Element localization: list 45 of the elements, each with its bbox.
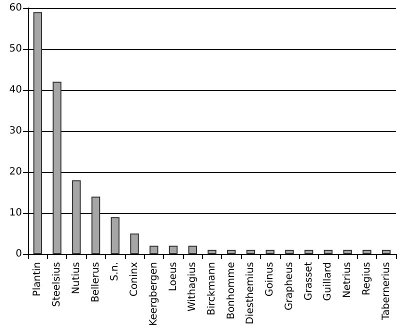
x-tick-label: Withagius bbox=[187, 262, 198, 312]
bar bbox=[227, 250, 236, 254]
y-tick-label: 10 bbox=[9, 208, 22, 218]
bar bbox=[168, 246, 178, 254]
x-tick-label: S.n. bbox=[110, 262, 121, 282]
y-tick-label: 40 bbox=[9, 84, 22, 96]
bar bbox=[266, 250, 274, 254]
bar bbox=[188, 246, 197, 254]
x-tick-label: Birckmann bbox=[206, 262, 218, 316]
x-tick-label: Regius bbox=[361, 262, 372, 296]
x-tick-label: Grasset bbox=[303, 262, 314, 300]
x-tick-label: Nutius bbox=[70, 262, 82, 294]
x-tick-label: Diesthemius bbox=[245, 262, 256, 324]
bar bbox=[150, 246, 158, 254]
bar bbox=[91, 196, 100, 254]
bar bbox=[362, 250, 372, 254]
x-tick-label: Steelsius bbox=[52, 262, 63, 307]
x-tick-label: Grapheus bbox=[284, 262, 295, 310]
bar bbox=[382, 250, 391, 254]
y-tick-label: 20 bbox=[9, 166, 22, 178]
y-tick-label: 30 bbox=[9, 126, 22, 136]
y-tick-label: 0 bbox=[16, 248, 22, 260]
x-tick-label: Netrius bbox=[342, 262, 354, 298]
bar bbox=[208, 250, 216, 254]
bar bbox=[33, 12, 42, 254]
x-tick-label: Goinus bbox=[264, 262, 276, 297]
x-tick-label: Coninx bbox=[129, 262, 140, 296]
y-tick-label: 60 bbox=[9, 2, 22, 14]
x-tick-label: Bonhomme bbox=[226, 262, 237, 320]
bar bbox=[52, 82, 62, 254]
x-tick-label: Bellerus bbox=[90, 262, 102, 302]
x-tick-label: Keergbergen bbox=[148, 262, 160, 326]
x-tick-label: Loeus bbox=[168, 262, 179, 292]
bar bbox=[110, 217, 120, 254]
bar bbox=[343, 250, 352, 254]
bar bbox=[72, 180, 81, 254]
bar bbox=[324, 250, 333, 254]
bar bbox=[304, 250, 314, 254]
bar bbox=[285, 250, 294, 254]
bar bbox=[130, 234, 139, 254]
y-tick-label: 50 bbox=[9, 44, 22, 54]
x-tick-label: Tabernerius bbox=[380, 262, 392, 321]
bar bbox=[246, 250, 256, 254]
x-tick-label: Plantin bbox=[32, 262, 44, 296]
x-tick-label: Guillard bbox=[322, 262, 334, 301]
